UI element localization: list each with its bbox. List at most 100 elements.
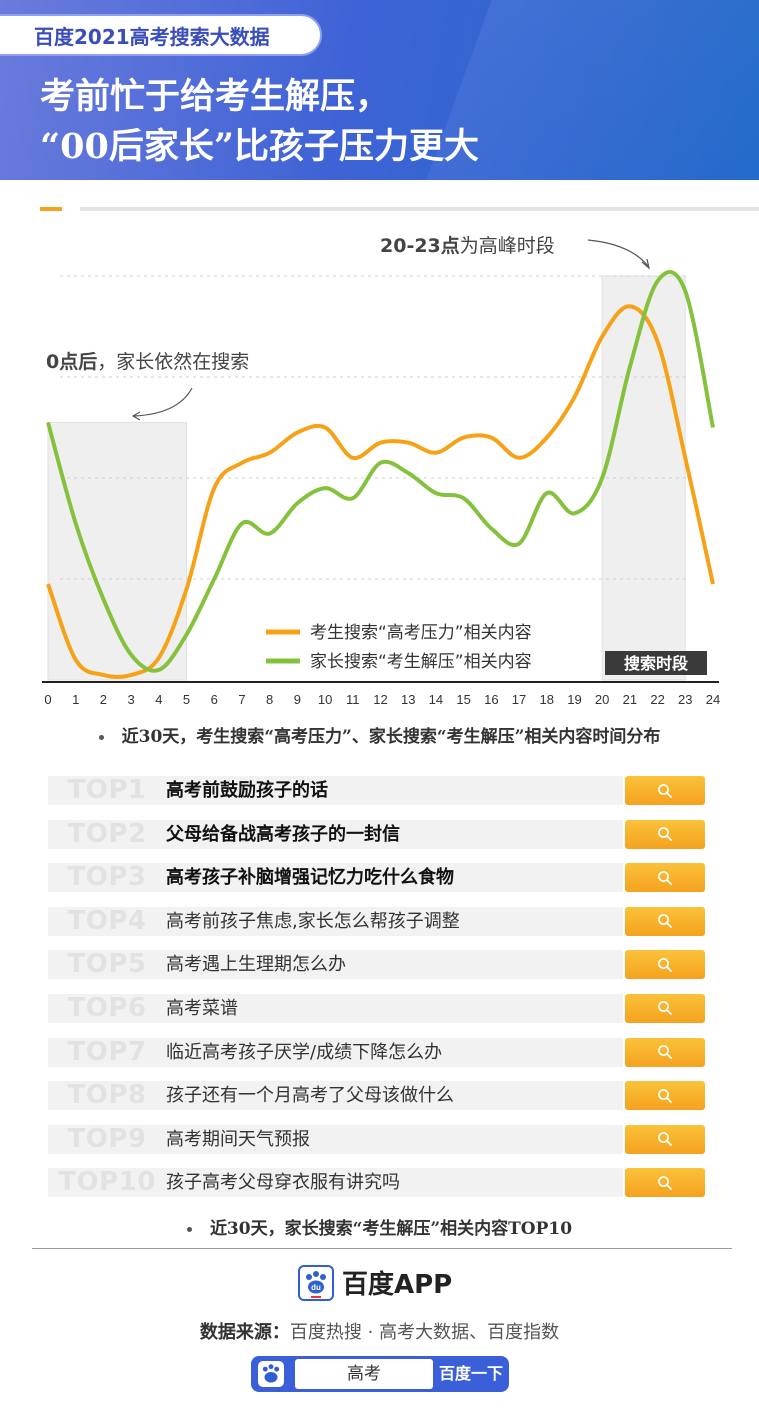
search-button[interactable] xyxy=(625,950,705,980)
footer-divider xyxy=(32,1248,732,1249)
x-tick-label: 3 xyxy=(128,692,135,707)
search-button[interactable] xyxy=(625,1168,705,1198)
x-tick-label: 23 xyxy=(678,692,692,707)
x-tick-label: 11 xyxy=(346,692,360,707)
search-button[interactable] xyxy=(625,1081,705,1111)
row-background xyxy=(48,819,623,849)
row-background xyxy=(48,863,623,893)
rank-label: TOP3 xyxy=(67,862,147,893)
list-item: TOP4 高考前孩子焦虑,家长怎么帮孩子调整 xyxy=(48,905,708,936)
list-item: TOP9 高考期间天气预报 xyxy=(48,1123,708,1154)
x-tick-label: 6 xyxy=(211,692,218,707)
search-term: 高考前孩子焦虑,家长怎么帮孩子调整 xyxy=(166,910,460,932)
legend-label: 考生搜索“高考压力”相关内容 xyxy=(310,623,532,643)
search-button[interactable] xyxy=(625,819,705,849)
hourly-search-chart: 0 1 2 3 4 5 6 7 8 9 10 11 12 13 14 15 16 17 18 19 20 21 22 23 24… xyxy=(42,235,720,707)
band-legend-label: 搜索时段 xyxy=(624,654,689,673)
bullet-dot xyxy=(186,1227,192,1232)
bullet-dot xyxy=(98,735,104,740)
rank-label: TOP7 xyxy=(67,1036,147,1067)
night-annotation: 0点后，家长依然在搜索 xyxy=(46,351,249,373)
search-button[interactable] xyxy=(625,1124,705,1154)
x-tick-label: 10 xyxy=(318,692,332,707)
search-icon xyxy=(658,783,672,798)
search-term: 父母给备战高考孩子的一封信 xyxy=(166,823,400,845)
row-background xyxy=(48,1124,623,1154)
source-label: 数据来源： xyxy=(199,1322,290,1343)
night-arrow xyxy=(133,387,193,417)
row-background xyxy=(48,1168,623,1198)
brand-name: 百度APP xyxy=(342,1270,453,1300)
search-icon xyxy=(658,827,672,841)
x-tick-label: 5 xyxy=(183,692,190,707)
search-term: 孩子还有一个月高考了父母该做什么 xyxy=(166,1085,454,1107)
x-tick-label: 1 xyxy=(72,692,79,707)
x-tick-label: 2 xyxy=(100,692,107,707)
night-arrow-head xyxy=(131,411,141,421)
x-tick-label: 0 xyxy=(44,692,51,707)
search-button[interactable] xyxy=(625,863,705,893)
page-title: 考前忙于给考生解压， “00后家长”比孩子压力更大 xyxy=(40,72,479,172)
search-term: 孩子高考父母穿衣服有讲究吗 xyxy=(166,1172,400,1194)
x-tick-label: 9 xyxy=(294,692,301,707)
list-item: TOP7 临近高考孩子厌学/成绩下降怎么办 xyxy=(48,1036,708,1067)
rank-label: TOP10 xyxy=(58,1167,156,1198)
rank-label: TOP4 xyxy=(67,905,147,936)
search-icon xyxy=(658,1088,672,1103)
search-button[interactable] xyxy=(625,906,705,936)
x-tick-label: 19 xyxy=(567,692,581,707)
search-button[interactable] xyxy=(625,993,705,1023)
baidu-paw-icon xyxy=(258,1361,284,1387)
x-tick-label: 8 xyxy=(266,692,273,707)
row-background xyxy=(48,1081,623,1111)
search-icon xyxy=(658,1175,672,1190)
toplist-caption: 近30天，家长搜索“考生解压”相关内容TOP10 xyxy=(0,1214,759,1239)
title-line-2: “00后家长”比孩子压力更大 xyxy=(40,126,479,167)
x-tick-label: 7 xyxy=(238,692,245,707)
search-icon xyxy=(658,870,672,885)
list-item: TOP5 高考遇上生理期怎么办 xyxy=(48,949,708,980)
x-tick-label: 13 xyxy=(401,692,415,707)
search-input[interactable]: 高考 xyxy=(295,1359,433,1389)
report-badge: 百度2021高考搜索大数据 xyxy=(0,14,322,56)
search-term: 高考菜谱 xyxy=(166,997,238,1019)
x-tick-label: 18 xyxy=(540,692,554,707)
x-tick-label: 15 xyxy=(456,692,470,707)
x-tick-label: 21 xyxy=(623,692,637,707)
chart-caption-text: 近30天，考生搜索“高考压力”、家长搜索“考生解压”相关内容时间分布 xyxy=(121,727,661,747)
row-background xyxy=(48,993,623,1023)
x-tick-label: 14 xyxy=(429,692,443,707)
row-background xyxy=(48,1037,623,1067)
source-text: 百度热搜 · 高考大数据、百度指数 xyxy=(289,1322,560,1343)
rank-label: TOP5 xyxy=(67,949,147,980)
search-term: 高考孩子补脑增强记忆力吃什么食物 xyxy=(166,867,454,889)
list-item: TOP2 父母给备战高考孩子的一封信 xyxy=(48,819,708,849)
baidu-paw-icon: du xyxy=(298,1264,334,1301)
header-banner: 百度2021高考搜索大数据 考前忙于给考生解压， “00后家长”比孩子压力更大 xyxy=(0,0,759,180)
row-background xyxy=(48,906,623,936)
top10-list: TOP1 高考前鼓励孩子的话 TOP2 父母给备战高考孩子的一封信 TOP3 高考孩子补脑… xyxy=(48,776,708,1212)
x-tick-label: 24 xyxy=(706,692,720,707)
search-icon xyxy=(658,1132,672,1147)
list-item: TOP10 孩子高考父母穿衣服有讲究吗 xyxy=(48,1167,708,1198)
search-button[interactable] xyxy=(625,776,705,805)
section-rule xyxy=(80,207,759,211)
svg-text:du: du xyxy=(311,1283,321,1292)
data-source: 数据来源：百度热搜 · 高考大数据、百度指数 xyxy=(0,1318,759,1344)
search-button[interactable]: 百度一下 xyxy=(438,1364,503,1383)
x-tick-label: 16 xyxy=(484,692,498,707)
row-background xyxy=(48,950,623,980)
rank-label: TOP6 xyxy=(67,992,147,1023)
series-line-parent xyxy=(46,270,715,673)
peak-annotation: 20-23点为高峰时段 xyxy=(380,235,555,257)
peak-arrow-head xyxy=(641,258,650,270)
row-background xyxy=(48,776,623,805)
rank-label: TOP8 xyxy=(67,1080,147,1111)
band-legend-box xyxy=(605,651,707,675)
list-item: TOP3 高考孩子补脑增强记忆力吃什么食物 xyxy=(48,862,708,893)
brand-logo: du 百度APP xyxy=(298,1264,452,1301)
x-tick-label: 17 xyxy=(512,692,526,707)
rank-label: TOP9 xyxy=(67,1123,147,1154)
x-tick-label: 22 xyxy=(650,692,664,707)
search-button[interactable] xyxy=(625,1037,705,1067)
